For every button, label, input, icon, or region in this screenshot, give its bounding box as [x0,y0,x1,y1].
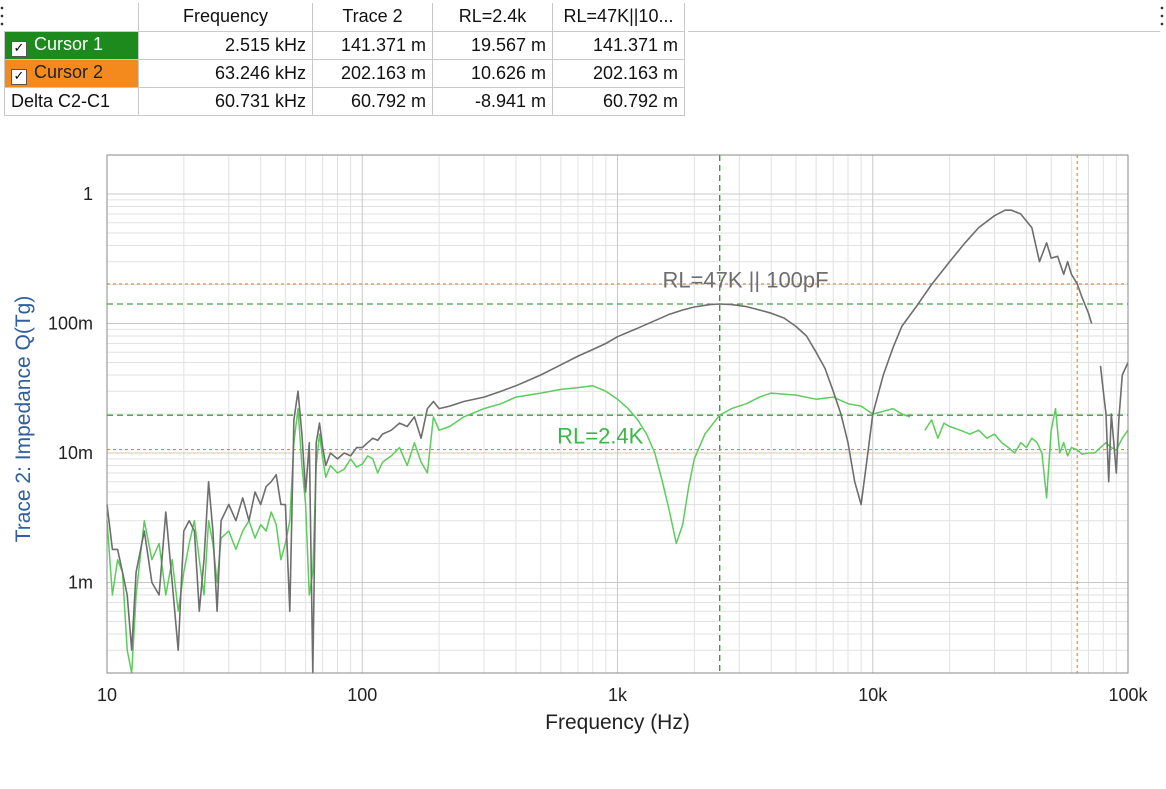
annotations: RL=47K || 100pF RL=2.4K [557,267,828,448]
delta-rl-47k: 60.792 m [552,86,685,116]
y-tick-label: 100m [48,313,93,333]
y-axis-label: Trace 2: Impedance Q(Tg) [12,296,35,543]
header-rl-2-4k[interactable]: RL=2.4k [432,3,553,32]
plot-frame [106,154,1129,674]
cursor-1-rl-2-4k: 19.567 m [432,30,553,60]
table-row-delta: Delta C2-C1 60.731 kHz 60.792 m -8.941 m… [4,86,685,116]
cursor-2-trace-2: 202.163 m [312,58,433,88]
cursor-1-cell: ✓ Cursor 1 [4,30,139,60]
annotation-rl-2-4k: RL=2.4K [557,424,644,449]
y-tick-label: 1m [68,572,93,592]
cursor-lines[interactable] [107,155,1128,673]
y-tick-labels: 1 100m 10m 1m [48,184,93,593]
header-empty-cell [4,3,139,32]
delta-frequency: 60.731 kHz [138,86,313,116]
delta-rl-2-4k: -8.941 m [432,86,553,116]
annotation-rl-47k: RL=47K || 100pF [662,267,828,292]
header-trace-2[interactable]: Trace 2 [312,3,433,32]
right-splitter-grip[interactable] [1160,4,1164,28]
cursor-2-checkbox[interactable]: ✓ [11,68,27,85]
x-tick-label: 100k [1108,685,1148,705]
series-rl-47k-line [106,209,1129,674]
y-tick-label: 1 [83,184,93,204]
header-frequency[interactable]: Frequency [138,3,313,32]
major-grid [106,155,1128,673]
cursor-1-label: Cursor 1 [34,33,104,54]
cursor-1-trace-2: 141.371 m [312,30,433,60]
y-tick-label: 10m [58,443,93,463]
table-row-cursor-2: ✓ Cursor 2 63.246 kHz 202.163 m 10.626 m … [4,58,685,88]
series-rl-2-4k-line [106,385,1129,674]
cursor-table: Frequency Trace 2 RL=2.4k RL=47K||10... … [4,3,685,116]
impedance-chart[interactable]: 10 100 1k 10k 100k 1 100m 10m 1m RL=47K || 100p… [0,140,1166,789]
table-row-cursor-1: ✓ Cursor 1 2.515 kHz 141.371 m 19.567 m 1… [4,30,685,60]
x-tick-label: 1k [608,685,628,705]
x-tick-label: 10k [858,685,888,705]
table-header-row: Frequency Trace 2 RL=2.4k RL=47K||10... [4,3,685,32]
cursor-2-rl-47k: 202.163 m [552,58,685,88]
cursor-1-frequency: 2.515 kHz [138,30,313,60]
x-tick-label: 100 [347,685,377,705]
cursor-2-label: Cursor 2 [34,61,104,82]
table-header-filler [688,3,1160,32]
cursor-1-checkbox[interactable]: ✓ [11,40,27,57]
series-layer [106,209,1129,674]
delta-label: Delta C2-C1 [4,86,139,116]
cursor-2-cell: ✓ Cursor 2 [4,58,139,88]
header-rl-47k[interactable]: RL=47K||10... [552,3,685,32]
x-tick-labels: 10 100 1k 10k 100k [97,685,1149,705]
cursor-2-rl-2-4k: 10.626 m [432,58,553,88]
cursor-1-rl-47k: 141.371 m [552,30,685,60]
x-axis-label: Frequency (Hz) [545,711,690,734]
delta-trace-2: 60.792 m [312,86,433,116]
left-splitter-grip[interactable] [0,4,4,28]
cursor-2-frequency: 63.246 kHz [138,58,313,88]
x-tick-label: 10 [97,685,117,705]
